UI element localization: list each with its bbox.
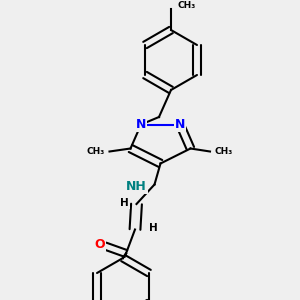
Text: NH: NH (126, 179, 147, 193)
Text: CH₃: CH₃ (214, 147, 233, 156)
Text: H: H (120, 197, 129, 208)
Text: CH₃: CH₃ (87, 147, 105, 156)
Text: N: N (136, 118, 146, 131)
Text: N: N (175, 118, 185, 131)
Text: O: O (94, 238, 105, 251)
Text: H: H (148, 223, 157, 233)
Text: CH₃: CH₃ (177, 2, 195, 10)
